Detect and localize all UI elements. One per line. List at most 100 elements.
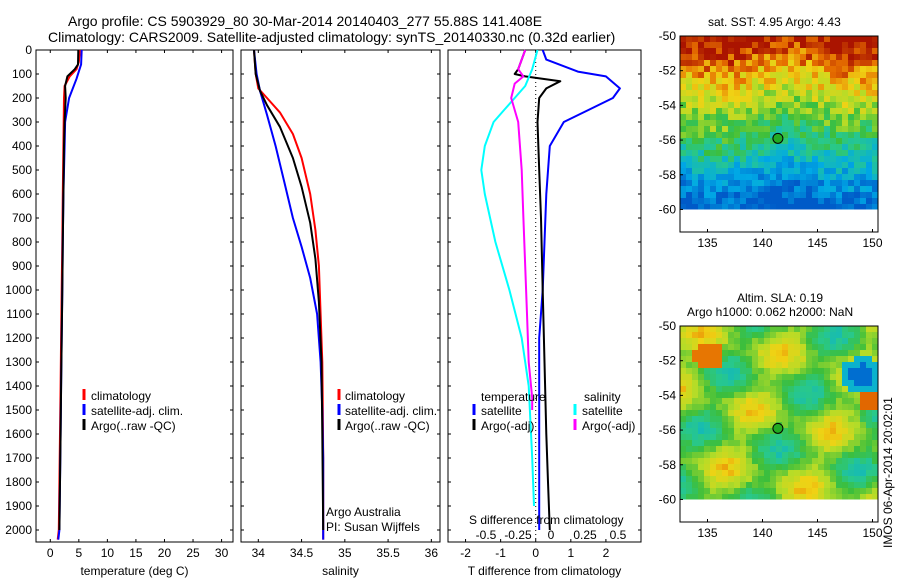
map-sla-cell	[728, 392, 734, 398]
map-sla-cell	[872, 470, 878, 476]
map-sla-cell	[794, 488, 800, 494]
map-sst-cell	[728, 168, 734, 174]
map-sst-cell	[854, 54, 860, 60]
map-sst-cell	[806, 192, 812, 198]
map-sla-cell	[860, 446, 866, 452]
map-sla-cell	[836, 458, 842, 464]
map-sla-cell	[782, 356, 788, 362]
map-sla-cell	[818, 326, 824, 332]
map-sst-cell	[782, 144, 788, 150]
map-sst-cell	[752, 156, 758, 162]
diff-s-tick-label: -0.25	[504, 528, 532, 542]
map-sst-cell	[812, 144, 818, 150]
map-sla-cell	[680, 410, 686, 416]
map-sla-cell	[746, 494, 752, 500]
map-sst-cell	[770, 42, 776, 48]
map-sla-cell	[740, 326, 746, 332]
map-sst-cell	[698, 126, 704, 132]
map-sla-cell	[866, 392, 872, 398]
salinity-xtick-label: 34	[252, 546, 266, 560]
map-sla-ytick-label: -52	[659, 354, 677, 368]
map-sst-cell	[716, 102, 722, 108]
map-sla-cell	[740, 344, 746, 350]
map-sst-cell	[734, 108, 740, 114]
map-sst-cell	[734, 60, 740, 66]
map-sla-cell	[818, 434, 824, 440]
map-sla-cell	[770, 386, 776, 392]
map-sla-cell	[716, 404, 722, 410]
map-sst-cell	[800, 138, 806, 144]
map-sla-cell	[686, 392, 692, 398]
map-sla-cell	[788, 434, 794, 440]
map-sla-cell	[812, 494, 818, 500]
map-sla-cell	[728, 476, 734, 482]
map-sst-cell	[824, 102, 830, 108]
map-sst-cell	[782, 72, 788, 78]
map-sst-cell	[788, 54, 794, 60]
map-sst-cell	[686, 150, 692, 156]
map-sla-cell	[854, 452, 860, 458]
map-sst-cell	[698, 54, 704, 60]
map-sla-cell	[866, 386, 872, 392]
map-sla-cell	[848, 440, 854, 446]
map-sst-cell	[806, 54, 812, 60]
map-sla-cell	[848, 338, 854, 344]
map-sst-cell	[806, 150, 812, 156]
map-sla-cell	[866, 404, 872, 410]
map-sla-cell	[812, 410, 818, 416]
map-sla-cell	[740, 356, 746, 362]
map-sla-cell	[698, 380, 704, 386]
map-sla-cell	[842, 374, 848, 380]
map-sst-cell	[830, 60, 836, 66]
map-sst-cell	[770, 90, 776, 96]
map-sla-cell	[734, 404, 740, 410]
map-sst-cell	[722, 48, 728, 54]
map-sla-cell	[782, 464, 788, 470]
map-sla-cell	[866, 476, 872, 482]
map-sla-cell	[776, 494, 782, 500]
map-sst-cell	[704, 162, 710, 168]
map-sst-cell	[818, 96, 824, 102]
map-sla-cell	[740, 338, 746, 344]
map-sst-cell	[800, 198, 806, 204]
map-sla-cell	[770, 422, 776, 428]
map-sst-cell	[836, 78, 842, 84]
map-sla-cell	[686, 386, 692, 392]
map-sla-cell	[848, 356, 854, 362]
map-sla-cell	[752, 482, 758, 488]
map-sla-cell	[866, 428, 872, 434]
map-sst-ytick-label: -54	[659, 98, 677, 112]
map-sst-cell	[740, 162, 746, 168]
map-sst-cell	[704, 150, 710, 156]
map-sla-cell	[716, 386, 722, 392]
temp-legend-label-1: satellite-adj. clim.	[91, 404, 183, 418]
map-sst-cell	[728, 84, 734, 90]
map-sst-cell	[704, 156, 710, 162]
map-sla-cell	[800, 470, 806, 476]
map-sla-cell	[842, 326, 848, 332]
map-sst-cell	[782, 78, 788, 84]
map-sla-cell	[842, 470, 848, 476]
map-sla-cell	[728, 332, 734, 338]
map-sst-cell	[716, 72, 722, 78]
map-sla-cell	[830, 464, 836, 470]
map-sla-cell	[734, 488, 740, 494]
map-sla-cell	[752, 398, 758, 404]
map-sla-cell	[716, 416, 722, 422]
map-sst-cell	[704, 198, 710, 204]
map-sst-cell	[758, 114, 764, 120]
map-sla-cell	[866, 374, 872, 380]
map-sst-cell	[728, 72, 734, 78]
map-sla-cell	[842, 362, 848, 368]
map-sst-cell	[692, 84, 698, 90]
map-sst-cell	[716, 66, 722, 72]
map-sst-cell	[722, 132, 728, 138]
sla-map-title: Altim. SLA: 0.19	[737, 291, 823, 305]
map-sla-cell	[860, 422, 866, 428]
map-sst-cell	[788, 138, 794, 144]
map-sst-cell	[800, 78, 806, 84]
map-sla-cell	[818, 392, 824, 398]
map-sst-cell	[872, 150, 878, 156]
map-sla-cell	[812, 326, 818, 332]
map-sla-cell	[692, 476, 698, 482]
